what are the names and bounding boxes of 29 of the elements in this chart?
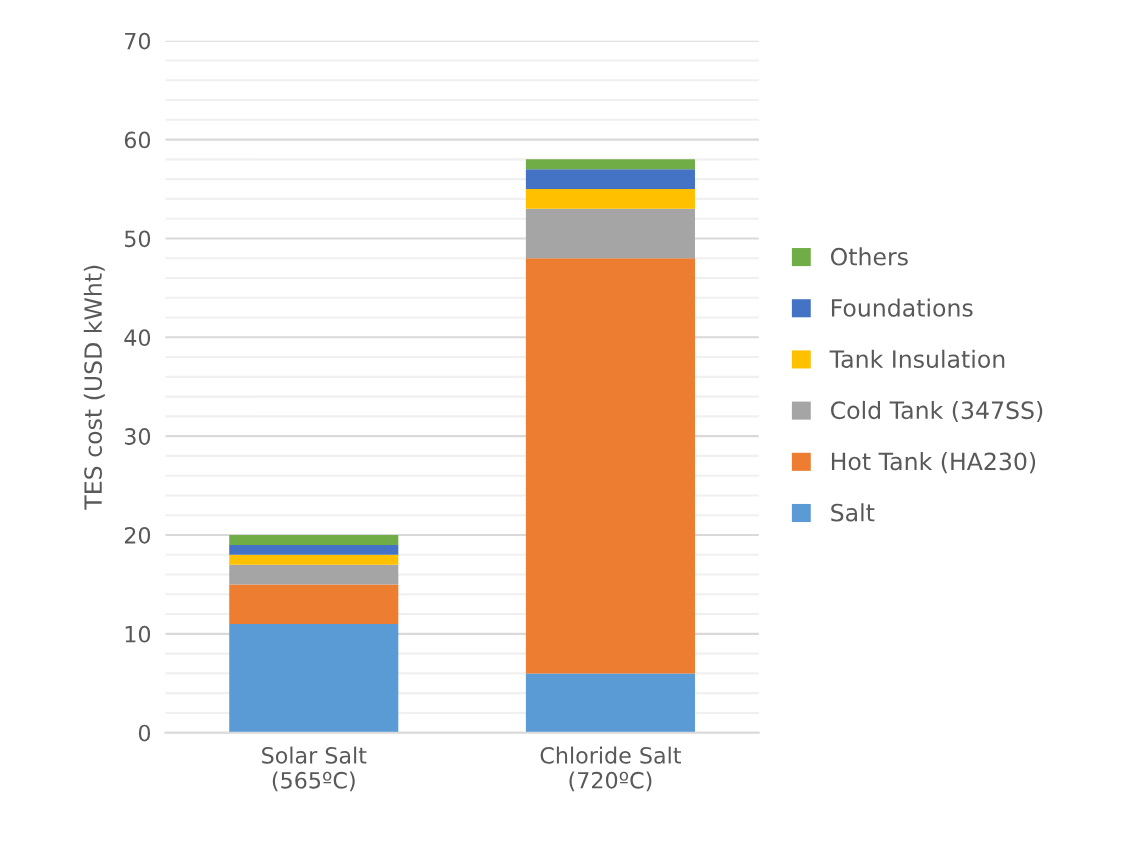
bar bbox=[525, 189, 695, 209]
x-tick-label: Chloride Salt (720ºC) bbox=[540, 746, 681, 792]
legend-label: Foundations bbox=[831, 298, 973, 317]
legend-label: Tank Insulation bbox=[829, 349, 1005, 368]
legend-label: Cold Tank (347SS) bbox=[830, 400, 1043, 422]
bar bbox=[525, 159, 695, 170]
bar bbox=[525, 258, 695, 674]
bar bbox=[229, 534, 399, 545]
bar bbox=[525, 208, 695, 259]
y-tick-label: 0 bbox=[138, 724, 151, 742]
y-tick-label: 40 bbox=[124, 329, 151, 347]
y-tick-label: 50 bbox=[124, 230, 151, 248]
bar bbox=[229, 623, 399, 733]
bar bbox=[229, 584, 399, 624]
y-tick-label: 10 bbox=[125, 625, 151, 643]
bar bbox=[525, 673, 695, 733]
y-tick-label: 20 bbox=[124, 526, 151, 544]
legend-label: Others bbox=[830, 247, 908, 266]
legend-label: Hot Tank (HA230) bbox=[831, 452, 1036, 474]
bar bbox=[229, 564, 399, 585]
y-tick-label: 30 bbox=[124, 428, 151, 445]
bar bbox=[525, 169, 695, 190]
y-tick-label: 60 bbox=[124, 131, 151, 149]
y-tick-label: 70 bbox=[125, 32, 151, 50]
y-axis-title: TES cost (USD kWht) bbox=[83, 265, 105, 510]
bar bbox=[229, 544, 399, 555]
legend-label: Salt bbox=[831, 503, 875, 522]
x-tick-label: Solar Salt (565ºC) bbox=[262, 746, 367, 792]
bar bbox=[229, 554, 399, 565]
